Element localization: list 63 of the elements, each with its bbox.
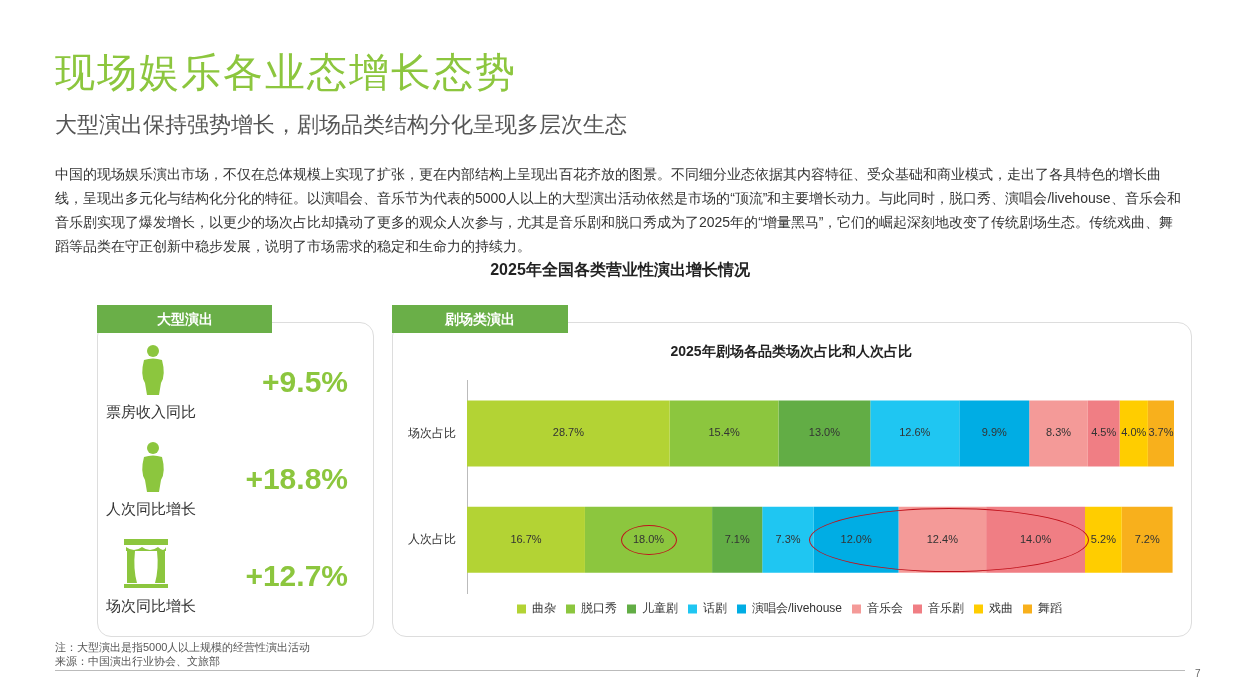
legend-label: 脱口秀 <box>580 601 617 616</box>
data-label: 7.3% <box>775 532 801 545</box>
data-label: 14.0% <box>1019 532 1052 545</box>
data-label: 5.2% <box>1090 532 1117 545</box>
chart-title: 剧场类演出 <box>392 305 568 333</box>
text: +18.8% <box>244 462 348 496</box>
bar <box>584 506 713 573</box>
text: 票房收入同比 <box>106 403 196 422</box>
text: 2025年全国各类营业性演出增长情况 <box>489 260 751 280</box>
data-label: 9.9% <box>981 426 1007 439</box>
y-tick-label: 场次占比 <box>407 425 456 440</box>
text: 注：大型演出是指5000人以上规模的经营性演出活动 <box>55 640 311 655</box>
legend-label: 儿童剧 <box>641 601 678 616</box>
bar <box>870 400 960 467</box>
data-label: 16.7% <box>510 532 542 545</box>
bar <box>467 506 585 573</box>
bar <box>1121 506 1173 573</box>
data-label: 8.3% <box>1045 426 1072 439</box>
bar <box>1085 506 1122 573</box>
bar <box>1087 400 1120 467</box>
data-label: 12.4% <box>926 532 959 545</box>
data-label: 12.0% <box>840 532 872 545</box>
y-tick-label: 人次占比 <box>408 532 456 547</box>
bar <box>712 506 763 573</box>
bar <box>1029 400 1088 467</box>
legend-label: 舞蹈 <box>1038 601 1063 616</box>
text: 中国的现场娱乐演出市场，不仅在总体规模上实现了扩张，更在内部结构上呈现出百花齐放的图景。不同细分业态依据其内容特征、受众基础和商业模式，走出了各具特色的增长曲线，呈现出多元化与结构化分化的特征。以演唱会、音乐节为代表的5000人以上的大型演出活动依然是市场的“顶流”和主要增长动力。与此同时，脱口秀、演唱会/livehouse、音乐会和音乐剧实现了爆发增长，以更少的场次占比却撬动了更多的观众人次参与，尤其是音乐剧和脱口秀成为了2025年的“增量黑马”，它们的崛起深刻地改变了传统剧场生态。传统戏曲、舞蹈等品类在守正创新中稳步发展，说明了市场需求的稳定和生命力的持续力。 <box>55 165 1182 256</box>
text: 场次同比增长 <box>106 597 196 616</box>
legend-label: 音乐剧 <box>928 601 965 616</box>
text: 7 <box>1195 668 1201 679</box>
legend-label: 话剧 <box>702 601 727 616</box>
bar <box>1147 400 1174 467</box>
text: +9.5% <box>261 365 348 399</box>
data-label: 7.2% <box>1134 532 1160 545</box>
bar <box>669 400 779 467</box>
text: +12.7% <box>244 559 348 593</box>
text: 现场娱乐各业态增长态势 <box>55 49 517 96</box>
data-label: 3.7% <box>1148 426 1174 439</box>
bar <box>986 506 1086 573</box>
bar <box>762 506 814 573</box>
data-label: 12.6% <box>899 426 931 439</box>
source-note: 来源：中国演出行业协会、文旅部 <box>55 654 220 669</box>
data-label: 13.0% <box>808 426 841 439</box>
data-label: 7.1% <box>724 532 750 545</box>
bar <box>1119 400 1148 467</box>
bar <box>898 506 987 573</box>
text: 大型演出 <box>97 305 272 333</box>
text: 大型演出保持强势增长，剧场品类结构分化呈现多层次生态 <box>55 111 627 139</box>
legend-label: 曲杂 <box>531 601 556 616</box>
chart-subtitle: 2025年剧场各品类场次占比和人次占比 <box>669 343 913 361</box>
legend-label: 演唱会/livehouse <box>751 601 843 616</box>
data-label: 15.4% <box>708 426 740 439</box>
text: 人次同比增长 <box>106 500 196 519</box>
data-label: 28.7% <box>552 426 585 439</box>
data-label: 4.0% <box>1121 426 1147 439</box>
bar <box>467 400 670 467</box>
data-label: 4.5% <box>1091 426 1117 439</box>
legend-label: 戏曲 <box>989 601 1014 616</box>
bar <box>778 400 871 467</box>
data-label: 18.0% <box>632 532 665 545</box>
bar <box>959 400 1030 467</box>
legend-label: 音乐会 <box>867 601 904 616</box>
bar <box>813 506 899 573</box>
